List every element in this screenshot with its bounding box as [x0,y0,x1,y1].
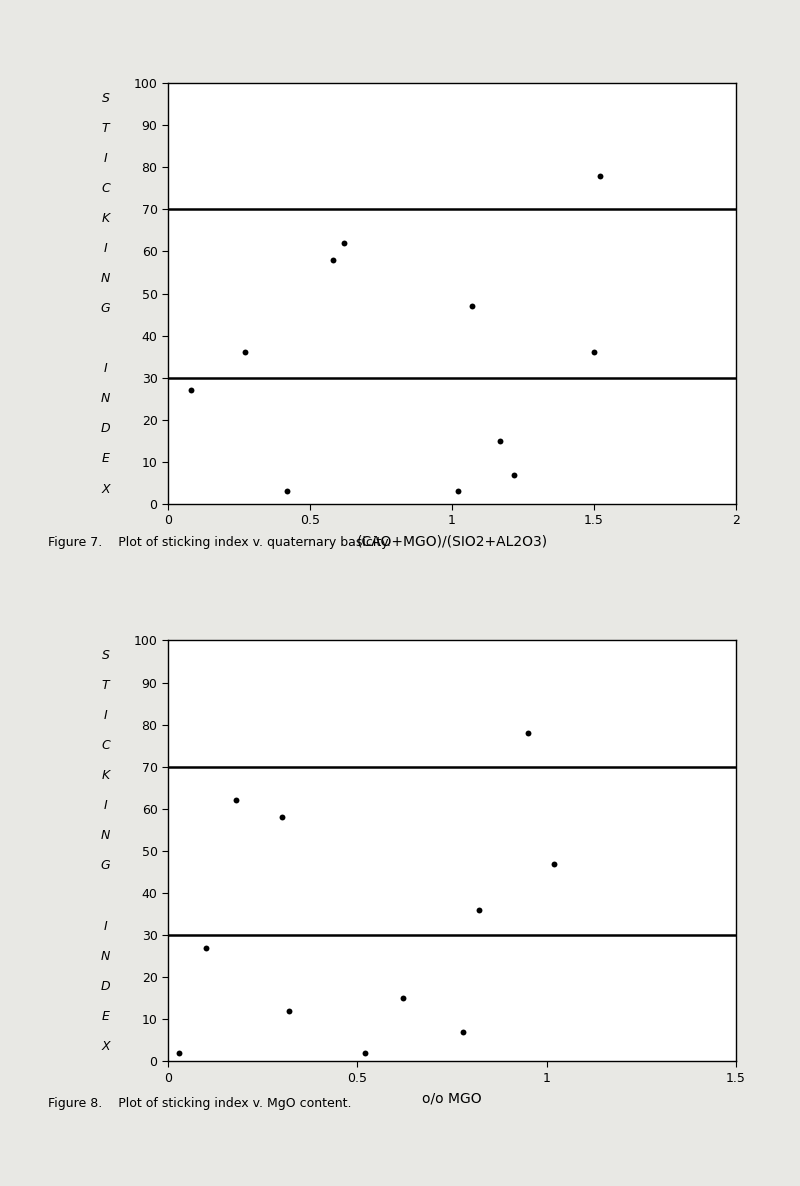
Text: X: X [102,483,110,496]
Text: S: S [102,91,110,104]
Text: N: N [101,950,110,963]
Point [522,723,534,742]
Text: Figure 7.    Plot of sticking index v. quaternary basicity.: Figure 7. Plot of sticking index v. quat… [48,536,391,549]
Point [594,166,606,185]
Point [238,343,251,362]
Point [457,1022,470,1041]
X-axis label: o/o MGO: o/o MGO [422,1092,482,1105]
Point [338,234,350,253]
Point [358,1044,371,1063]
Text: Figure 8.    Plot of sticking index v. MgO content.: Figure 8. Plot of sticking index v. MgO … [48,1097,351,1110]
Text: X: X [102,1040,110,1053]
Text: N: N [101,272,110,285]
Point [173,1044,186,1063]
Text: I: I [104,919,107,932]
Text: I: I [104,362,107,375]
Text: S: S [102,649,110,662]
Point [199,938,212,957]
X-axis label: (CAO+MGO)/(SIO2+AL2O3): (CAO+MGO)/(SIO2+AL2O3) [357,535,547,548]
Text: C: C [101,739,110,752]
Point [548,854,561,873]
Text: G: G [101,860,110,873]
Text: I: I [104,242,107,255]
Text: I: I [104,709,107,722]
Point [184,381,197,400]
Text: E: E [102,1009,110,1022]
Text: K: K [102,770,110,783]
Point [494,432,506,451]
Point [396,989,409,1008]
Point [587,343,600,362]
Point [281,482,294,500]
Text: D: D [101,422,110,435]
Point [508,465,521,484]
Text: I: I [104,152,107,165]
Text: G: G [101,302,110,315]
Point [282,1001,295,1020]
Text: N: N [101,393,110,406]
Point [472,900,485,919]
Text: E: E [102,452,110,465]
Point [275,808,288,827]
Point [451,482,464,500]
Text: I: I [104,799,107,812]
Text: N: N [101,829,110,842]
Text: T: T [102,680,110,693]
Point [466,296,478,315]
Text: K: K [102,212,110,225]
Point [326,250,339,269]
Text: C: C [101,181,110,195]
Text: D: D [101,980,110,993]
Point [230,791,242,810]
Text: T: T [102,122,110,135]
